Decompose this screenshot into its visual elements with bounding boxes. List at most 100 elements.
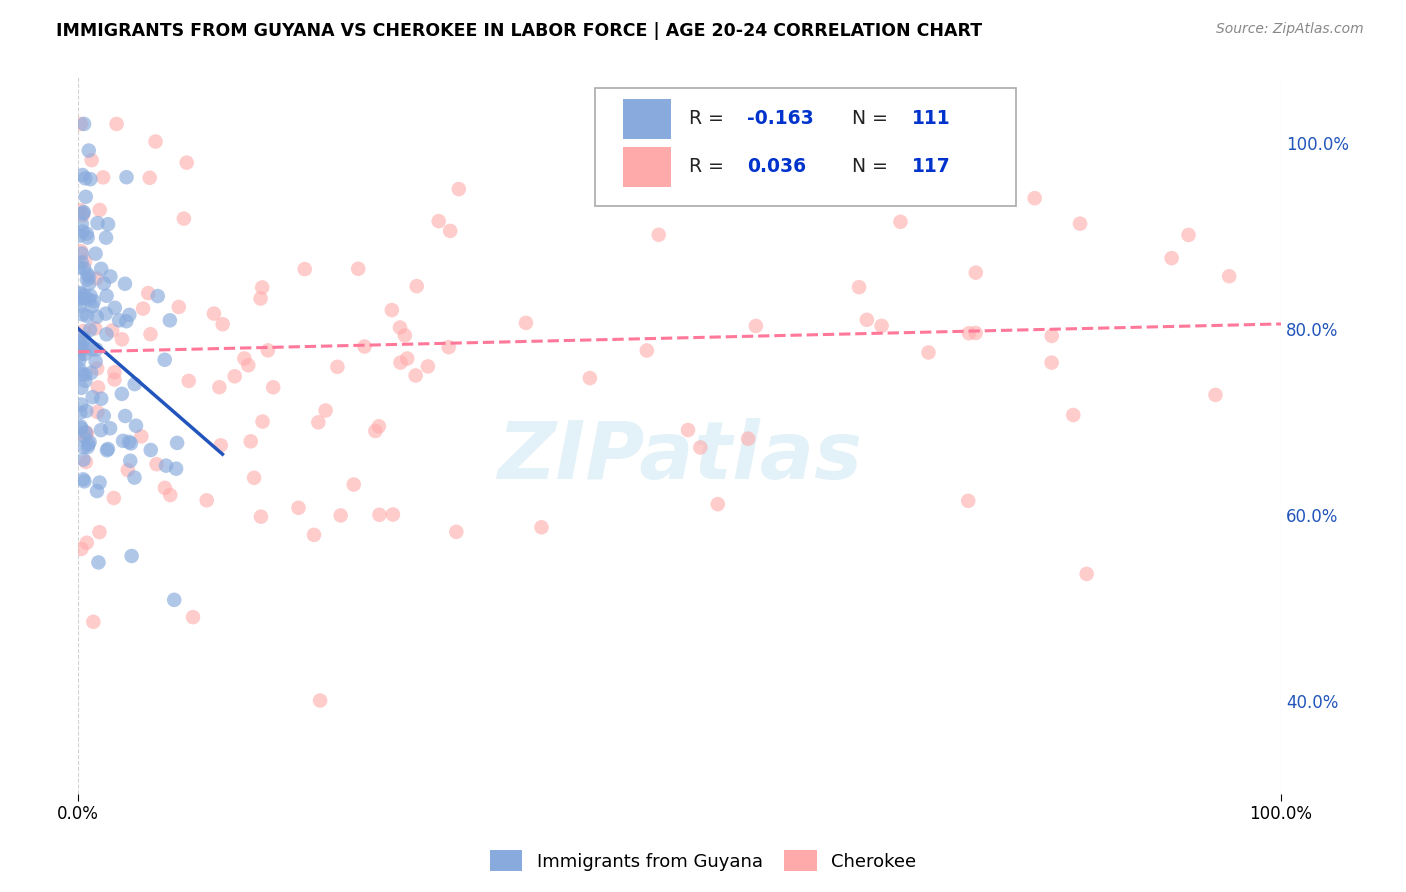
Point <box>69 286 91 301</box>
FancyBboxPatch shape <box>623 99 671 138</box>
Point <box>73 205 96 219</box>
Point <box>965 326 987 340</box>
Point <box>76 535 98 549</box>
Point <box>427 214 450 228</box>
Point <box>82 390 104 404</box>
Point <box>315 403 337 417</box>
Point <box>389 356 412 370</box>
Point <box>163 592 186 607</box>
Point <box>111 332 134 346</box>
Point <box>69 117 91 131</box>
Text: 111: 111 <box>911 110 950 128</box>
Point <box>957 493 980 508</box>
Point <box>67 353 90 368</box>
Point <box>75 368 97 382</box>
Point <box>439 224 461 238</box>
Text: 117: 117 <box>911 158 950 177</box>
Point <box>82 615 104 629</box>
Point <box>73 331 96 345</box>
Text: R =: R = <box>689 110 730 128</box>
Point <box>181 610 204 624</box>
Point <box>1062 408 1084 422</box>
Point <box>70 246 93 260</box>
Point <box>73 291 96 305</box>
Point <box>70 398 93 412</box>
Point <box>155 458 177 473</box>
Point <box>447 182 470 196</box>
Point <box>745 318 768 333</box>
Point <box>353 339 375 353</box>
Point <box>707 497 730 511</box>
Point <box>76 440 98 454</box>
Point <box>73 347 96 361</box>
Point <box>252 415 274 429</box>
Point <box>856 313 879 327</box>
Point <box>72 308 94 322</box>
Point <box>965 266 987 280</box>
Text: N =: N = <box>852 158 893 177</box>
Point <box>70 421 93 435</box>
Point <box>73 334 96 348</box>
Point <box>125 418 148 433</box>
Point <box>343 477 366 491</box>
Point <box>87 556 110 570</box>
Point <box>70 217 93 231</box>
Point <box>77 293 100 307</box>
Point <box>67 348 90 362</box>
Point <box>73 475 96 489</box>
Point <box>917 345 939 359</box>
Point <box>76 273 98 287</box>
Text: -0.163: -0.163 <box>747 110 814 128</box>
Point <box>124 377 146 392</box>
Point <box>96 327 118 342</box>
Point <box>80 153 103 168</box>
Point <box>1205 388 1227 402</box>
Point <box>416 359 439 374</box>
Point <box>112 434 135 448</box>
Point <box>138 170 160 185</box>
Point <box>89 525 111 540</box>
Point <box>104 301 127 315</box>
Point <box>82 299 104 313</box>
Point <box>75 425 97 440</box>
Point <box>69 406 91 420</box>
Point <box>77 277 100 291</box>
Point <box>103 372 125 386</box>
Point <box>957 326 980 341</box>
Point <box>73 261 96 276</box>
Point <box>208 380 231 394</box>
Point <box>89 202 111 217</box>
Point <box>67 260 90 275</box>
Point <box>69 362 91 376</box>
Text: 0.036: 0.036 <box>747 158 806 177</box>
Point <box>437 340 460 354</box>
Point <box>86 216 108 230</box>
Point <box>250 280 273 294</box>
Point <box>79 289 101 303</box>
Point <box>1024 191 1046 205</box>
Point <box>108 313 131 327</box>
Point <box>72 324 94 338</box>
Point <box>114 277 136 291</box>
Point <box>326 359 349 374</box>
Point <box>307 415 329 429</box>
Point <box>118 308 141 322</box>
Point <box>67 299 90 313</box>
Point <box>94 230 117 244</box>
Text: N =: N = <box>852 110 893 128</box>
Point <box>101 324 124 338</box>
Point <box>103 491 125 505</box>
Point <box>636 343 658 358</box>
Point <box>1218 269 1240 284</box>
Point <box>69 285 91 300</box>
Point <box>648 227 671 242</box>
Point <box>84 343 107 357</box>
Point <box>89 475 111 490</box>
Point <box>84 246 107 260</box>
Point <box>69 426 91 441</box>
Point <box>76 425 98 440</box>
Point <box>79 435 101 450</box>
Point <box>1160 251 1182 265</box>
Point <box>70 381 93 395</box>
Point <box>262 380 284 394</box>
